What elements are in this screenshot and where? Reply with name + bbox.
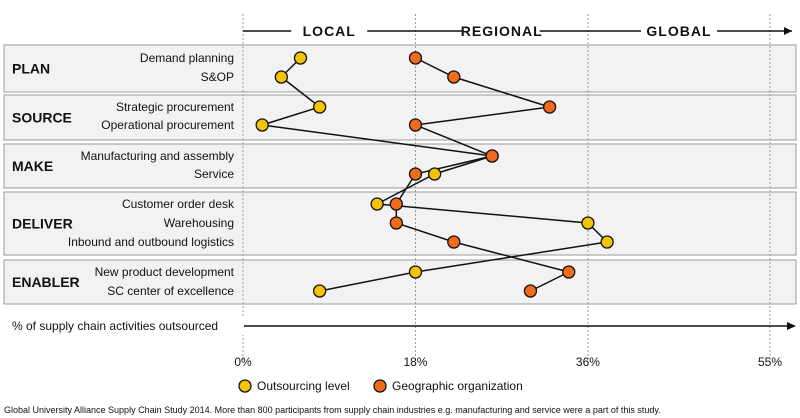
point-geographic-organization-5 xyxy=(485,149,499,163)
vertical-gridlines xyxy=(242,14,771,360)
band-enabler xyxy=(3,259,797,305)
point-outsourcing-level-7 xyxy=(370,197,384,211)
scope-label-bg xyxy=(463,22,540,40)
scope-label-regional: REGIONAL xyxy=(461,23,543,39)
data-points xyxy=(255,51,614,298)
point-outsourcing-level-10 xyxy=(408,265,423,279)
point-geographic-organization-1 xyxy=(408,51,423,65)
x-tick-label: 36% xyxy=(576,355,600,369)
point-geographic-organization-9 xyxy=(447,235,461,249)
row-label-inbound-and-outbound-logistics: Inbound and outbound logistics xyxy=(68,235,234,249)
group-label-plan: PLAN xyxy=(12,61,50,77)
row-label-warehousing: Warehousing xyxy=(164,216,234,230)
point-geographic-organization-4 xyxy=(408,118,423,132)
point-geographic-organization-2 xyxy=(447,70,461,84)
point-outsourcing-level-6 xyxy=(427,167,442,181)
group-label-enabler: ENABLER xyxy=(12,274,80,290)
scope-axis: LOCAL REGIONAL GLOBAL xyxy=(243,22,792,40)
x-tick-label: 55% xyxy=(758,355,782,369)
scope-label-bg xyxy=(291,22,368,40)
point-geographic-organization-11 xyxy=(523,284,538,298)
x-tick-label: 18% xyxy=(403,355,427,369)
row-label-customer-order-desk: Customer order desk xyxy=(122,197,235,211)
point-geographic-organization-7 xyxy=(389,197,403,211)
axis-caption-bg xyxy=(8,317,244,335)
point-geographic-organization-10 xyxy=(562,265,576,279)
row-labels: Demand planning S&OP Strategic procurement… xyxy=(68,51,235,298)
legend: Outsourcing level Geographic organization xyxy=(238,379,523,393)
scope-axis-arrow xyxy=(784,27,792,35)
row-label-operational-procurement: Operational procurement xyxy=(101,118,234,132)
point-outsourcing-level-2 xyxy=(274,70,288,84)
band-plan xyxy=(3,44,797,93)
group-labels: PLAN SOURCE MAKE DELIVER ENABLER xyxy=(12,61,80,291)
legend-marker-geographic-organization xyxy=(373,379,387,393)
scope-label-local: LOCAL xyxy=(303,23,356,39)
point-outsourcing-level-1 xyxy=(293,51,308,65)
point-geographic-organization-3 xyxy=(542,100,557,114)
percent-axis: % of supply chain activities outsourced 0… xyxy=(8,317,796,369)
group-label-source: SOURCE xyxy=(12,110,72,126)
row-label-sc-center-of-excellence: SC center of excellence xyxy=(107,284,234,298)
scope-label-global: GLOBAL xyxy=(646,23,711,39)
scope-label-bg xyxy=(640,22,717,40)
legend-marker-outsourcing-level xyxy=(238,379,252,393)
point-outsourcing-level-8 xyxy=(581,216,595,230)
group-label-deliver: DELIVER xyxy=(12,216,73,232)
x-axis-title: % of supply chain activities outsourced xyxy=(12,319,218,333)
source-note: Global University Alliance Supply Chain … xyxy=(4,405,661,415)
x-tick-label: 0% xyxy=(234,355,252,369)
group-label-make: MAKE xyxy=(12,158,53,174)
row-label-manufacturing-and-assembly: Manufacturing and assembly xyxy=(81,149,234,163)
legend-label-outsourcing-level: Outsourcing level xyxy=(257,379,350,393)
point-outsourcing-level-9 xyxy=(600,235,614,249)
row-label-new-product-development: New product development xyxy=(95,265,235,279)
row-label-demand-planning: Demand planning xyxy=(140,51,234,65)
row-label-sandop: S&OP xyxy=(201,70,234,84)
point-geographic-organization-6 xyxy=(408,167,423,181)
point-geographic-organization-8 xyxy=(389,216,403,230)
band-source xyxy=(3,94,797,141)
percent-axis-arrow xyxy=(787,322,796,330)
legend-label-geographic-organization: Geographic organization xyxy=(392,379,523,393)
point-outsourcing-level-4 xyxy=(255,118,269,132)
point-outsourcing-level-11 xyxy=(313,284,327,298)
row-label-strategic-procurement: Strategic procurement xyxy=(116,100,235,114)
point-outsourcing-level-3 xyxy=(313,100,327,114)
row-label-service: Service xyxy=(194,167,234,181)
